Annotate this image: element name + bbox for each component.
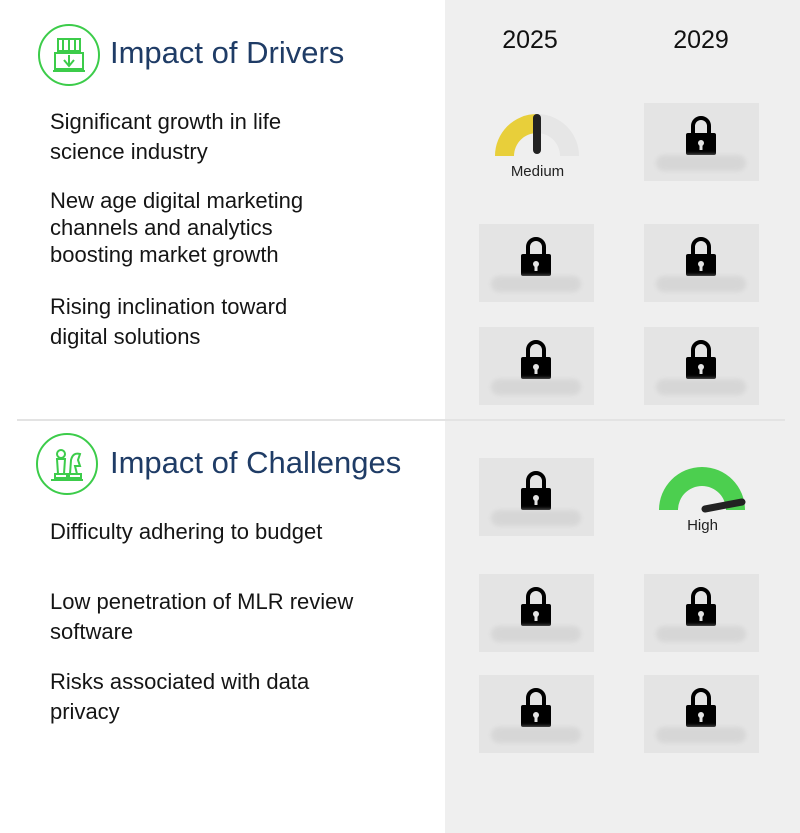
locked-cell[interactable]: [644, 327, 759, 405]
locked-cell[interactable]: [479, 327, 594, 405]
section-divider: [17, 419, 785, 421]
gauge-level-label: High: [687, 517, 718, 534]
driver-1-2025-gauge: Medium: [480, 108, 595, 188]
driver-row-2-label: New age digital marketing channels and an…: [50, 188, 304, 267]
year-2025-header: 2025: [502, 26, 558, 54]
locked-cell[interactable]: [644, 103, 759, 181]
locked-cell[interactable]: [479, 574, 594, 652]
locked-cell[interactable]: [644, 574, 759, 652]
challenge-row-3-label: Risks associated with data privacy: [50, 669, 310, 724]
challenge-1-2029-gauge: High: [645, 462, 760, 542]
driver-row-3-label: Rising inclination toward digital solutio…: [50, 294, 288, 349]
drivers-title: Impact of Drivers: [110, 35, 345, 70]
locked-cell[interactable]: [479, 458, 594, 536]
locked-cell[interactable]: [479, 224, 594, 302]
challenge-row-1-label: Difficulty adhering to budget: [50, 519, 323, 544]
challenges-title: Impact of Challenges: [110, 445, 402, 480]
chess-icon: [36, 433, 98, 495]
locked-cell[interactable]: [644, 675, 759, 753]
gauge-level-label: Medium: [510, 163, 565, 180]
year-2029-header: 2029: [673, 26, 729, 54]
challenge-row-2-label: Low penetration of MLR review software: [50, 589, 354, 644]
locked-cell[interactable]: [479, 675, 594, 753]
drivers-icon: [38, 24, 100, 86]
driver-row-1-label: Significant growth in life science indust…: [50, 109, 282, 164]
locked-cell[interactable]: [644, 224, 759, 302]
